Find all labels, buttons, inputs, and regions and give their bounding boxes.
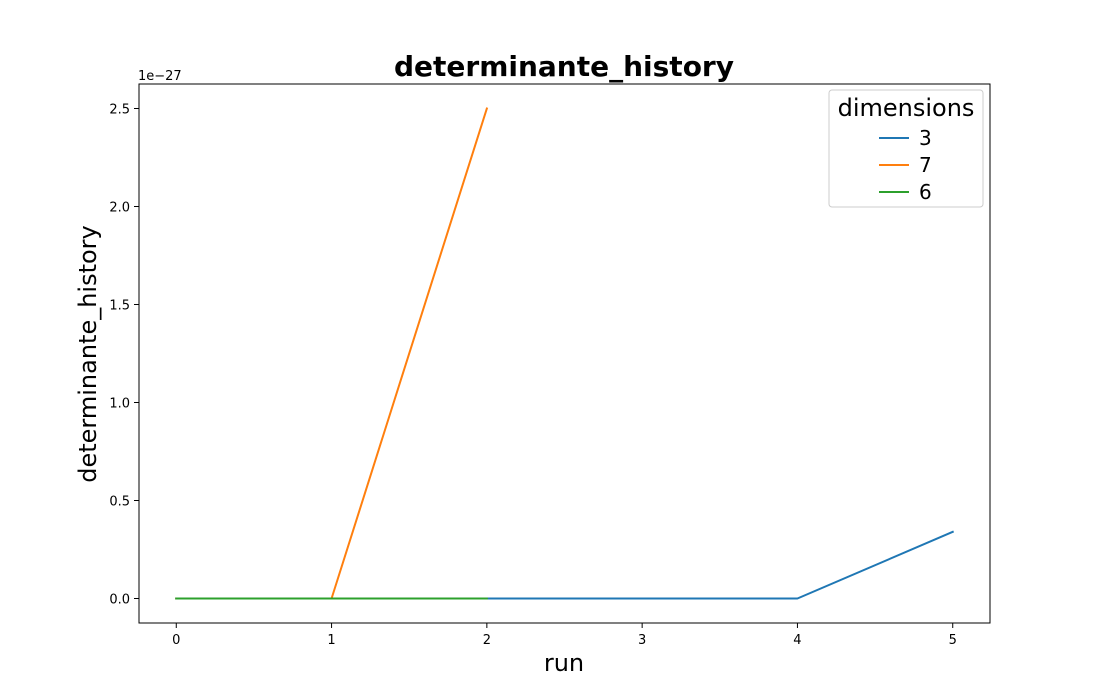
series-lines [175,107,955,600]
legend-entry-3: 3 [879,126,932,150]
x-axis-label: run [544,649,584,677]
plot-area: 0 1 2 3 4 5 0.0 0.5 1.0 1.5 2.0 2.5 [109,83,991,648]
y-axis-ticks: 0.0 0.5 1.0 1.5 2.0 2.5 [109,103,139,608]
x-tick-label: 1 [327,633,335,648]
legend-entry-6: 6 [879,180,932,204]
x-tick-label: 4 [793,633,801,648]
legend-label: 6 [919,180,932,204]
y-axis-offset-label: 1e−27 [138,69,182,84]
legend-entry-7: 7 [879,153,932,177]
y-tick-label: 1.0 [109,397,130,412]
y-axis-label: determinante_history [74,225,102,483]
y-tick-label: 2.5 [109,103,130,118]
legend-entries: 3 7 6 [879,126,932,204]
x-axis-ticks: 0 1 2 3 4 5 [172,623,957,648]
legend-frame [828,89,984,208]
y-tick-label: 0.5 [109,495,130,510]
legend: dimensions 3 7 6 [828,89,984,208]
legend-title: dimensions [838,94,975,122]
y-tick-label: 1.5 [109,299,130,314]
x-tick-label: 0 [172,633,180,648]
y-tick-label: 0.0 [109,593,130,608]
x-tick-label: 5 [949,633,957,648]
chart-title: determinante_history [394,50,734,83]
y-tick-label: 2.0 [109,201,130,216]
legend-label: 7 [919,153,932,177]
x-tick-label: 2 [483,633,491,648]
x-tick-label: 3 [638,633,646,648]
axes-frame [138,83,991,624]
legend-label: 3 [919,126,932,150]
